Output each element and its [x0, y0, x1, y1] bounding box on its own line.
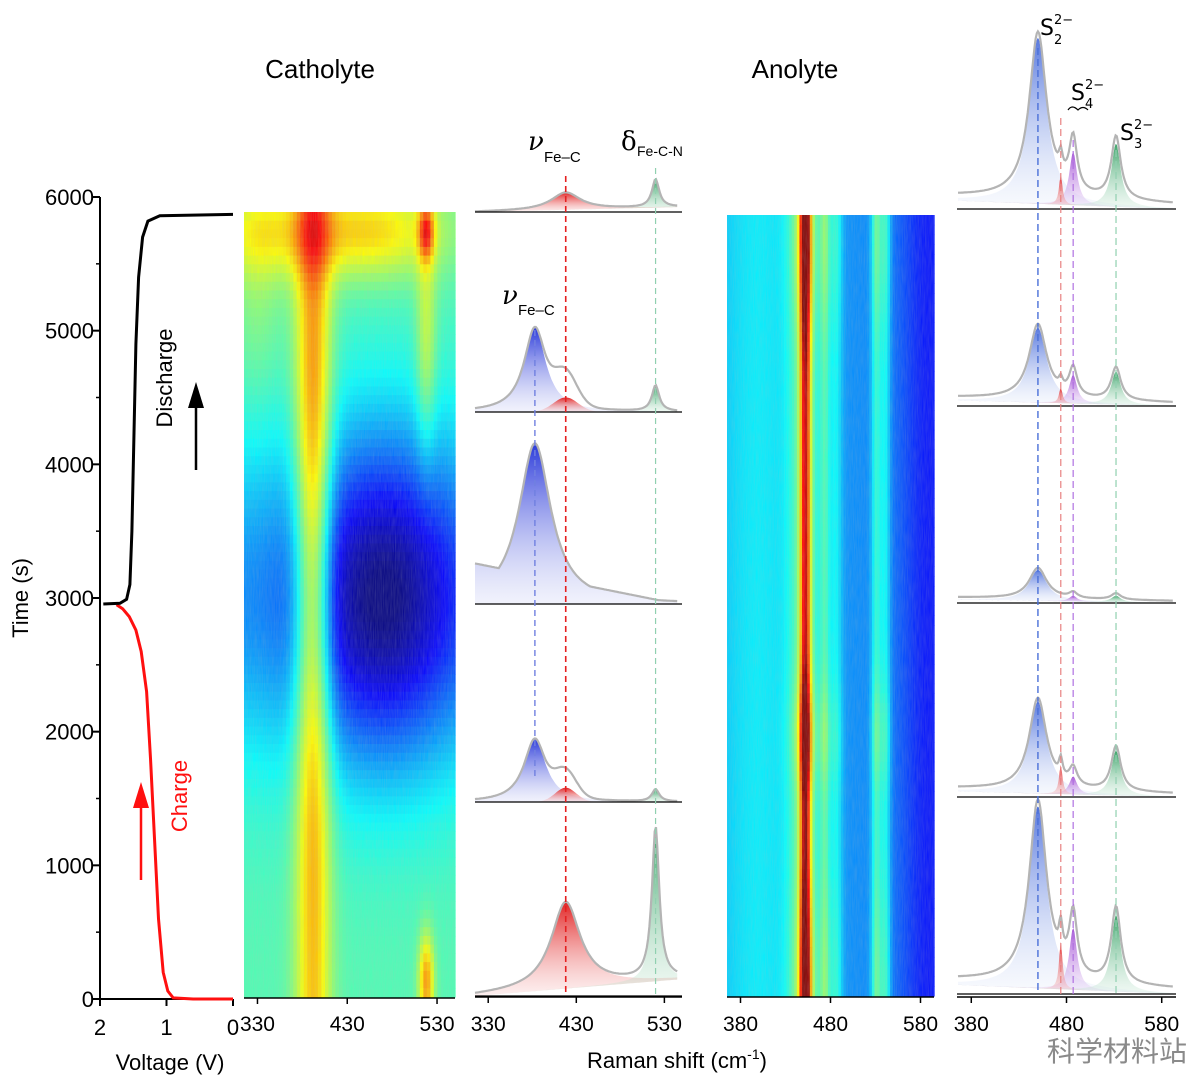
y-tick-label: 1000	[45, 853, 94, 878]
charge-curve	[115, 603, 233, 1001]
y-ticks: 0 1000 2000 3000 4000 5000 6000	[45, 185, 100, 1012]
y-tick-label: 0	[82, 987, 94, 1012]
y-tick-label: 2000	[45, 720, 94, 745]
catholyte-title: Catholyte	[265, 54, 375, 84]
voltage-axis-label: Voltage (V)	[116, 1050, 225, 1075]
y-axis-label: Time (s)	[8, 558, 33, 638]
y-tick-label: 6000	[45, 185, 94, 210]
voltage-ticks: 2 1 0	[94, 999, 239, 1040]
discharge-curve	[103, 212, 234, 606]
anolyte-title: Anolyte	[752, 54, 839, 84]
y-tick-label: 3000	[45, 586, 94, 611]
x-tick-label: 2	[94, 1015, 106, 1040]
x-tick-label: 0	[227, 1015, 239, 1040]
y-tick-label: 4000	[45, 452, 94, 477]
y-tick-label: 5000	[45, 319, 94, 344]
x-tick-label: 1	[160, 1015, 172, 1040]
discharge-label: Discharge	[152, 328, 177, 427]
discharge-arrow-head	[188, 382, 204, 408]
charge-label: Charge	[167, 760, 192, 832]
catholyte-heatmap	[244, 212, 456, 998]
voltage-time-plot: 0 1000 2000 3000 4000 5000 6000 2 1 0 Charge Dis…	[8, 185, 239, 1075]
charge-arrow-head	[133, 782, 149, 808]
